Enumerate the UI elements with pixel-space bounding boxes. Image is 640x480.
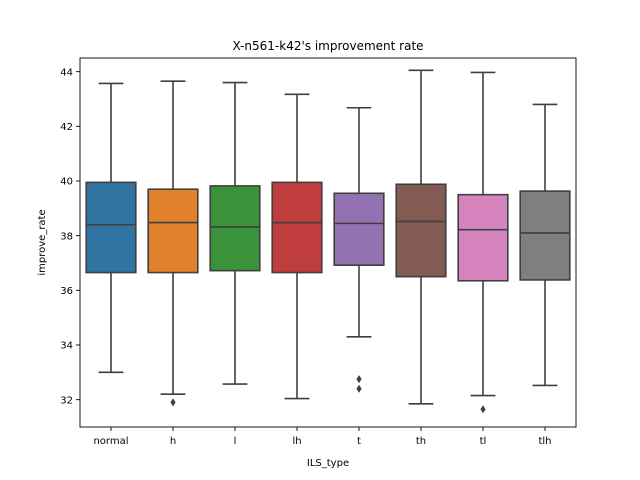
y-axis-label: improve_rate xyxy=(37,209,48,275)
box-h xyxy=(147,80,199,407)
x-tick-label: normal xyxy=(93,436,128,447)
y-tick-label: 42 xyxy=(60,122,73,133)
x-tick-label: l xyxy=(234,436,237,447)
iqr-box xyxy=(519,190,571,281)
y-tick-label: 40 xyxy=(60,177,73,188)
y-tick-label: 44 xyxy=(60,67,73,78)
plot-area xyxy=(85,69,571,414)
x-tick-label: h xyxy=(170,436,176,447)
y-tick-label: 36 xyxy=(60,286,73,297)
y-tick-label: 32 xyxy=(60,395,73,406)
outlier-point xyxy=(170,398,176,407)
y-tick-label: 38 xyxy=(60,231,73,242)
x-axis: normal h l lh t th tl tlh xyxy=(93,427,552,447)
x-tick-label: th xyxy=(416,436,426,447)
box-l xyxy=(209,81,261,385)
iqr-box xyxy=(271,181,323,274)
box-th xyxy=(395,69,447,405)
x-tick-label: lh xyxy=(292,436,301,447)
iqr-box xyxy=(209,185,261,272)
x-tick-label: tl xyxy=(480,436,487,447)
box-tl xyxy=(457,71,509,414)
iqr-box xyxy=(395,183,447,278)
iqr-box xyxy=(85,181,137,274)
x-axis-label: ILS_type xyxy=(307,458,349,469)
box-normal xyxy=(85,82,137,374)
box-t xyxy=(333,106,385,393)
iqr-box xyxy=(147,188,199,274)
outlier-point xyxy=(356,375,362,384)
x-tick-label: t xyxy=(357,436,361,447)
x-tick-label: tlh xyxy=(538,436,551,447)
chart-title: X-n561-k42's improvement rate xyxy=(232,39,423,53)
outlier-point xyxy=(356,384,362,393)
y-tick-label: 34 xyxy=(60,341,73,352)
iqr-box xyxy=(333,192,385,266)
outlier-point xyxy=(480,405,486,414)
box-lh xyxy=(271,93,323,400)
plot-frame xyxy=(79,57,577,428)
box-tlh xyxy=(519,103,571,387)
iqr-box xyxy=(457,193,509,282)
y-axis: 32 34 36 38 40 42 44 xyxy=(60,67,80,406)
